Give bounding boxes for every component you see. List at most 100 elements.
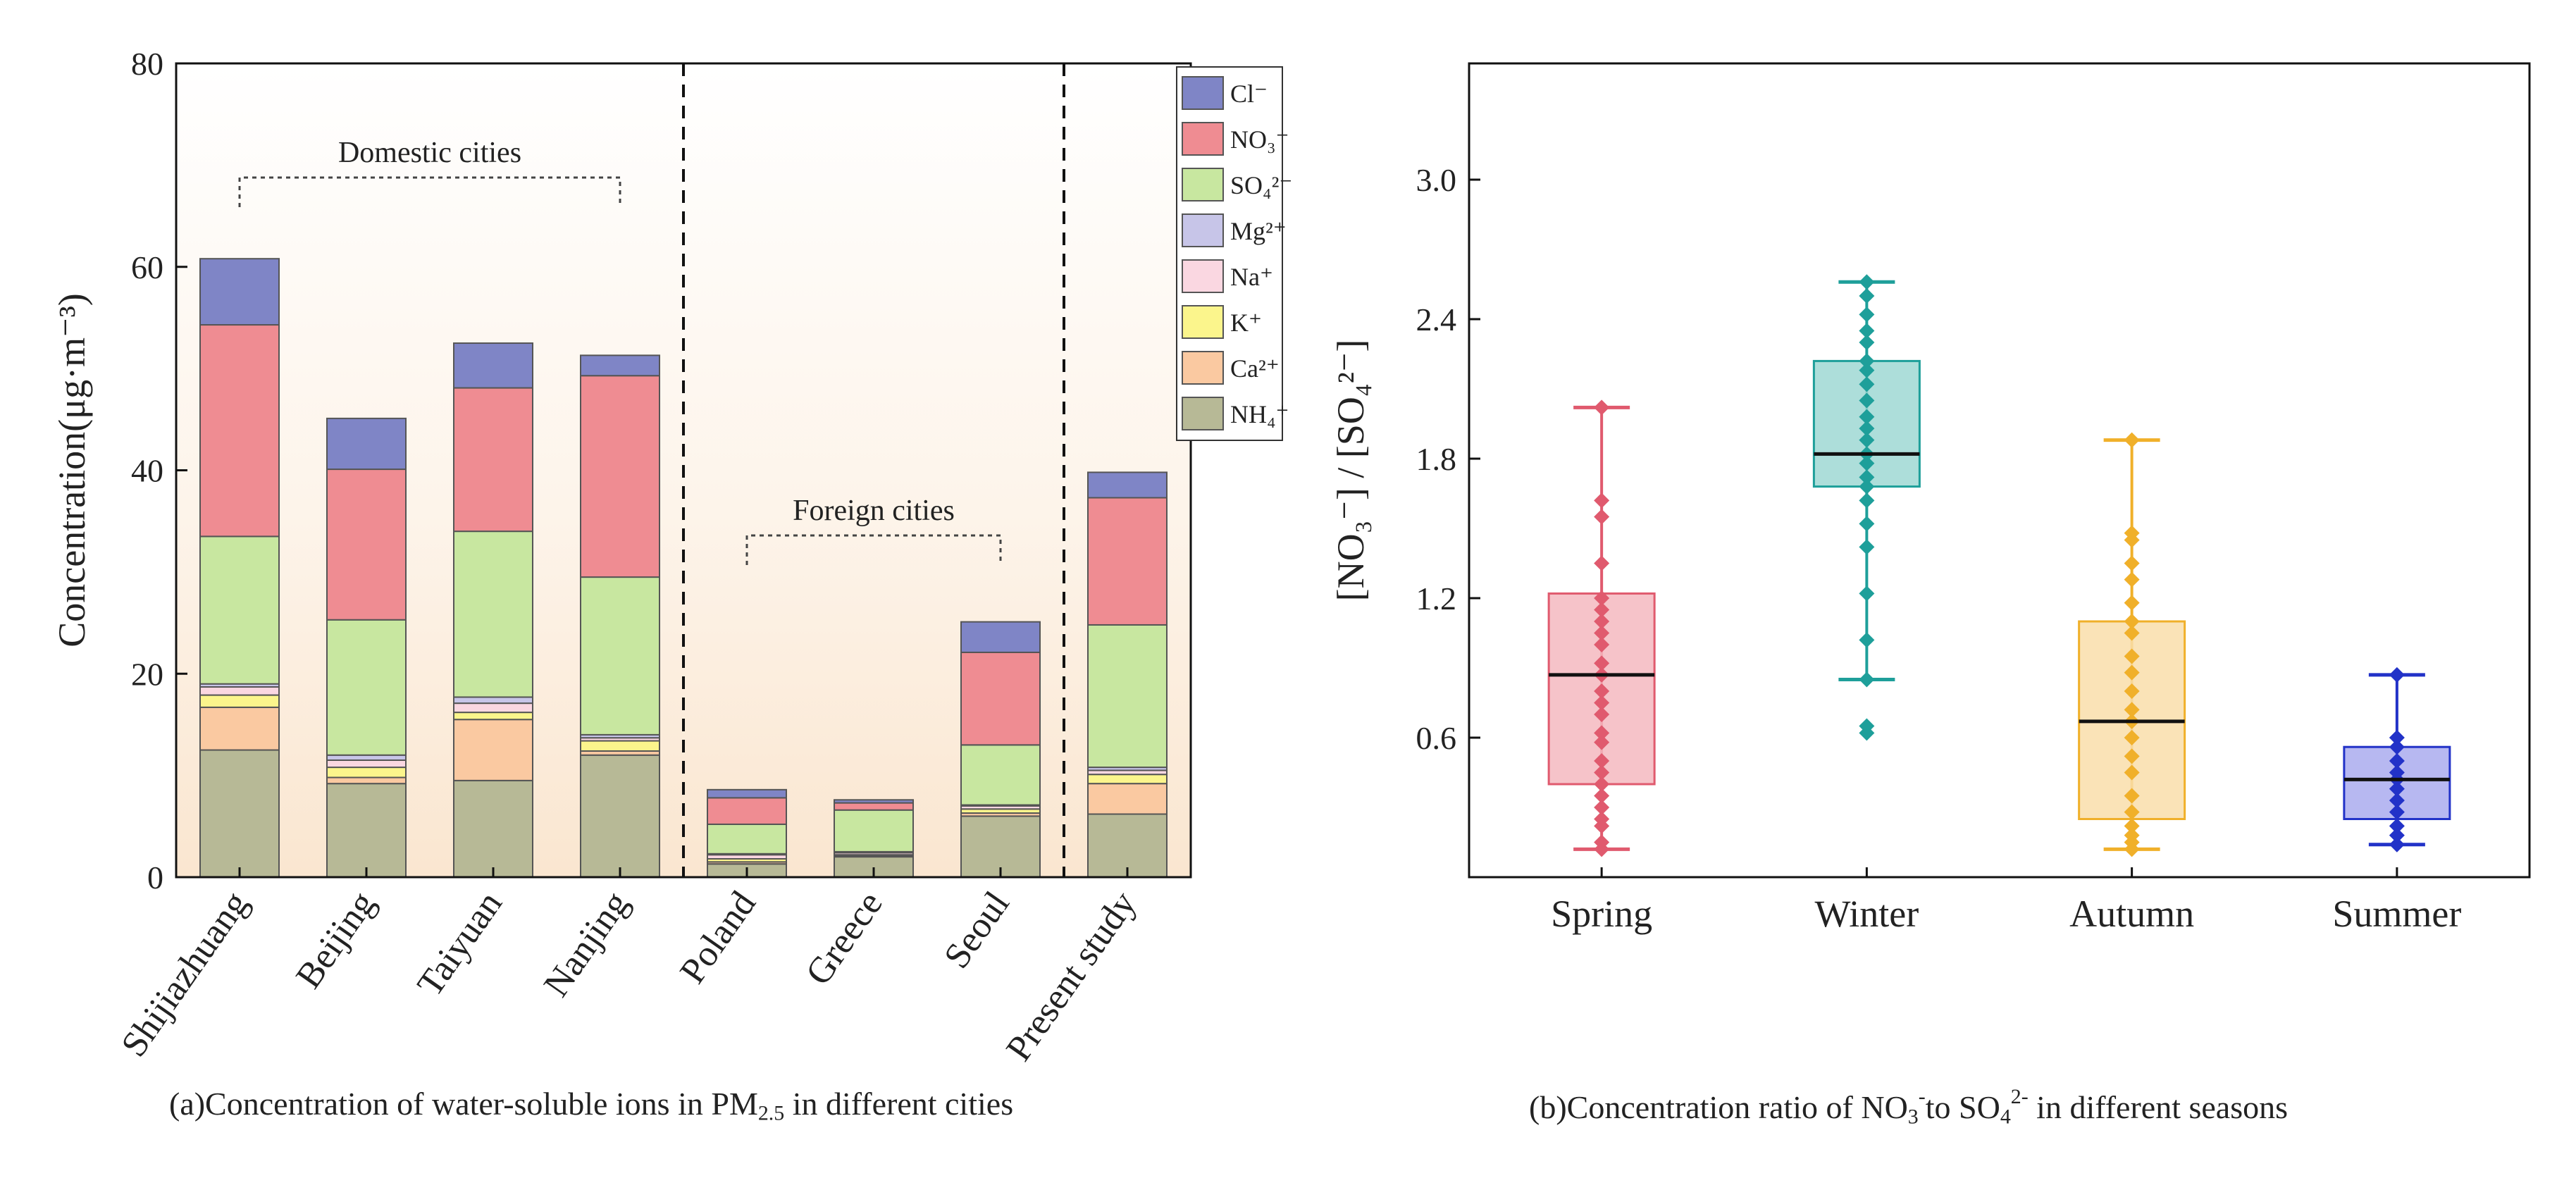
bar-segment-taiyuan bbox=[453, 702, 533, 714]
data-point bbox=[2389, 804, 2405, 820]
legend-label-mg: Mg²⁺ bbox=[1230, 217, 1287, 245]
data-point bbox=[1859, 539, 1875, 555]
data-point bbox=[2389, 781, 2405, 797]
group-bracket: Foreign cities bbox=[745, 495, 1002, 565]
bar-segment-shijiazhuang bbox=[199, 694, 280, 708]
bar-segment-taiyuan bbox=[453, 696, 533, 705]
data-point bbox=[1594, 707, 1610, 722]
bar-segment-present-study bbox=[1087, 783, 1168, 815]
panel-a-caption: (a)Concentration of water-soluble ions i… bbox=[169, 1086, 1014, 1125]
bar-segment-greece bbox=[834, 799, 914, 804]
x-tick-label-spring: Spring bbox=[1551, 893, 1652, 935]
data-point bbox=[2124, 748, 2140, 764]
data-point bbox=[2124, 432, 2140, 448]
x-tick-label-winter: Winter bbox=[1814, 893, 1919, 935]
bar-segment-beijing bbox=[326, 754, 407, 761]
legend-label-nh: NH₄⁺ bbox=[1230, 400, 1289, 428]
bar-segment-shijiazhuang bbox=[199, 706, 280, 751]
y-tick-label: 3.0 bbox=[1416, 162, 1457, 198]
data-point bbox=[2124, 648, 2140, 664]
bar-segment-taiyuan bbox=[453, 719, 533, 781]
data-point bbox=[1594, 811, 1610, 827]
data-point bbox=[1859, 671, 1875, 688]
data-point bbox=[2124, 804, 2140, 820]
y-axis-title: Concentration(μg·m⁻³) bbox=[51, 293, 93, 647]
bar-segment-shijiazhuang bbox=[199, 535, 280, 685]
data-point bbox=[1859, 274, 1875, 290]
legend-label-no: NO₃⁻ bbox=[1230, 125, 1289, 154]
data-point bbox=[1594, 655, 1610, 671]
box-spring bbox=[1547, 399, 1656, 857]
y-tick-label: 2.4 bbox=[1416, 302, 1457, 337]
data-point bbox=[1594, 399, 1610, 416]
data-point bbox=[1859, 492, 1875, 509]
bar-segment-taiyuan bbox=[453, 531, 533, 698]
data-point bbox=[2124, 764, 2140, 781]
legend-swatch-so bbox=[1182, 168, 1224, 202]
data-point bbox=[2124, 702, 2140, 718]
data-point bbox=[1859, 516, 1875, 532]
y-tick-label: 60 bbox=[131, 249, 163, 285]
legend-label-cl: Cl⁻ bbox=[1230, 80, 1268, 108]
legend-swatch-ca bbox=[1182, 351, 1224, 385]
data-point bbox=[2124, 555, 2140, 571]
legend-label-ca: Ca²⁺ bbox=[1230, 354, 1280, 383]
x-tick-label-autumn: Autumn bbox=[2069, 893, 2194, 935]
bar-segment-nanjing bbox=[580, 740, 660, 752]
data-point bbox=[1859, 585, 1875, 602]
data-point bbox=[1594, 834, 1610, 850]
bar-segment-beijing bbox=[326, 776, 407, 785]
group-label: Foreign cities bbox=[793, 495, 955, 527]
data-point bbox=[2389, 739, 2405, 755]
data-point bbox=[2124, 818, 2140, 834]
data-point bbox=[2389, 827, 2405, 843]
data-point bbox=[2389, 836, 2405, 852]
bar-segment-seoul bbox=[960, 744, 1041, 806]
panel-b-box-plot: 0.6 1.2 1.8 2.4 3.0 [NO₃⁻] / [SO₄²⁻] Spring Win… bbox=[1330, 62, 2531, 935]
x-tick-label-poland: Poland bbox=[672, 884, 764, 991]
data-point bbox=[1859, 455, 1875, 471]
data-point bbox=[1594, 734, 1610, 750]
data-point bbox=[1859, 353, 1875, 369]
bar-segment-beijing bbox=[326, 469, 407, 621]
x-tick-label-beijing: Beijing bbox=[288, 884, 383, 996]
x-tick-label-present-study: Present study bbox=[998, 884, 1144, 1068]
data-point bbox=[1594, 753, 1610, 769]
x-tick-label-seoul: Seoul bbox=[936, 884, 1017, 976]
y-tick-label: 1.8 bbox=[1416, 441, 1457, 477]
data-point bbox=[1859, 376, 1875, 392]
bar-segment-taiyuan bbox=[453, 779, 533, 878]
bar-segment-nanjing bbox=[580, 576, 660, 736]
data-point bbox=[2124, 827, 2140, 843]
data-point bbox=[1859, 718, 1875, 734]
data-point bbox=[1859, 432, 1875, 448]
data-point bbox=[2124, 664, 2140, 681]
bar-segment-shijiazhuang bbox=[199, 749, 280, 878]
data-point bbox=[1594, 492, 1610, 509]
data-point bbox=[2124, 525, 2140, 541]
bar-segment-beijing bbox=[326, 783, 407, 879]
legend-label-k: K⁺ bbox=[1230, 309, 1262, 337]
y-tick-label: 0.6 bbox=[1416, 720, 1457, 756]
legend: Cl⁻ NO₃⁻ SO₄²⁻ Mg²⁺ Na⁺ K⁺ Ca²⁺ NH₄⁺ bbox=[1176, 66, 1292, 441]
x-tick-label-taiyuan: Taiyuan bbox=[409, 884, 509, 1003]
y-axis-title: [NO₃⁻] / [SO₄²⁻] bbox=[1330, 340, 1372, 602]
bar-segment-nanjing bbox=[580, 375, 660, 578]
x-tick-label-nanjing: Nanjing bbox=[536, 884, 637, 1004]
box-winter bbox=[1812, 274, 1921, 741]
plot-frame bbox=[1468, 62, 2531, 879]
bar-segment-shijiazhuang bbox=[199, 686, 280, 696]
data-point bbox=[2389, 818, 2405, 834]
legend-swatch-cl bbox=[1182, 76, 1224, 110]
bar-segment-seoul bbox=[960, 621, 1041, 653]
data-point bbox=[1859, 335, 1875, 350]
data-point bbox=[1594, 683, 1610, 699]
x-tick-label-greece: Greece bbox=[798, 884, 891, 992]
box-autumn bbox=[2078, 432, 2186, 857]
bar-segment-taiyuan bbox=[453, 342, 533, 389]
data-point bbox=[2124, 625, 2140, 641]
data-point bbox=[1859, 392, 1875, 409]
y-tick-label: 80 bbox=[131, 46, 163, 82]
data-point bbox=[1594, 555, 1610, 571]
data-point bbox=[1594, 625, 1610, 641]
